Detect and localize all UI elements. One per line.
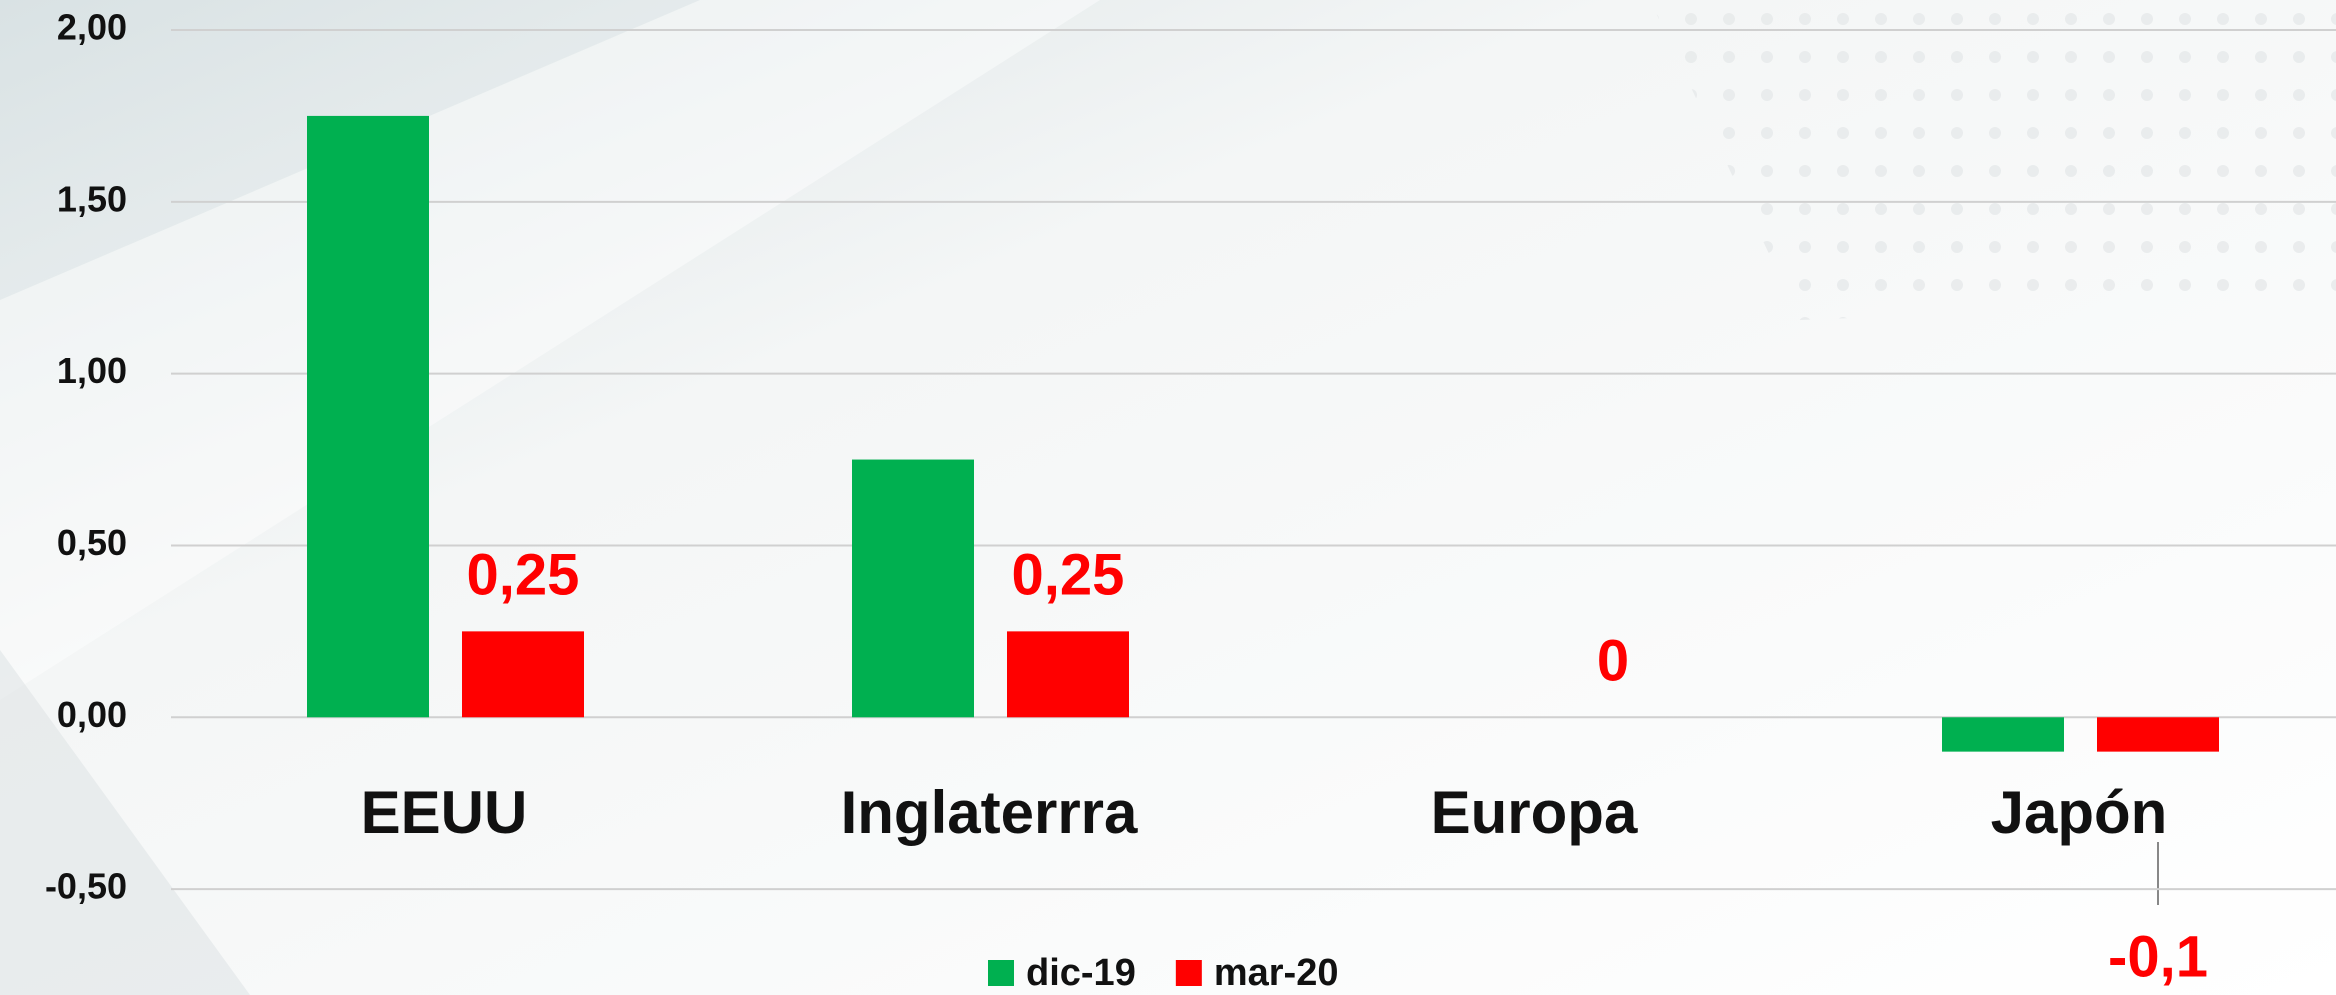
bar — [1007, 631, 1129, 718]
data-label: -0,1 — [2108, 924, 2208, 989]
data-label: 0 — [1597, 629, 1629, 694]
x-tick-label: Inglaterrra — [841, 779, 1138, 846]
y-tick-label: 0,50 — [57, 522, 127, 563]
y-tick-label: 2,00 — [57, 7, 127, 48]
x-tick-label: Europa — [1431, 779, 1638, 846]
bar — [852, 459, 974, 718]
legend-label: mar-20 — [1214, 952, 1339, 994]
y-tick-label: 1,00 — [57, 350, 127, 391]
y-tick-label: -0,50 — [45, 866, 127, 907]
bar — [1942, 717, 2064, 752]
decor — [0, 0, 1100, 700]
y-tick-label: 1,50 — [57, 178, 127, 219]
legend-label: dic-19 — [1026, 952, 1136, 994]
legend-swatch — [1175, 960, 1202, 986]
bar — [462, 631, 584, 718]
legend-swatch — [988, 960, 1014, 986]
data-label: 0,25 — [1012, 543, 1125, 608]
bar — [307, 115, 429, 718]
decor — [0, 650, 250, 995]
bar — [2097, 717, 2219, 752]
decor — [1650, 0, 2336, 320]
y-tick-label: 0,00 — [57, 694, 127, 735]
x-tick-label: Japón — [1991, 779, 2168, 846]
data-label: 0,25 — [467, 543, 580, 608]
x-tick-label: EEUU — [361, 779, 528, 846]
